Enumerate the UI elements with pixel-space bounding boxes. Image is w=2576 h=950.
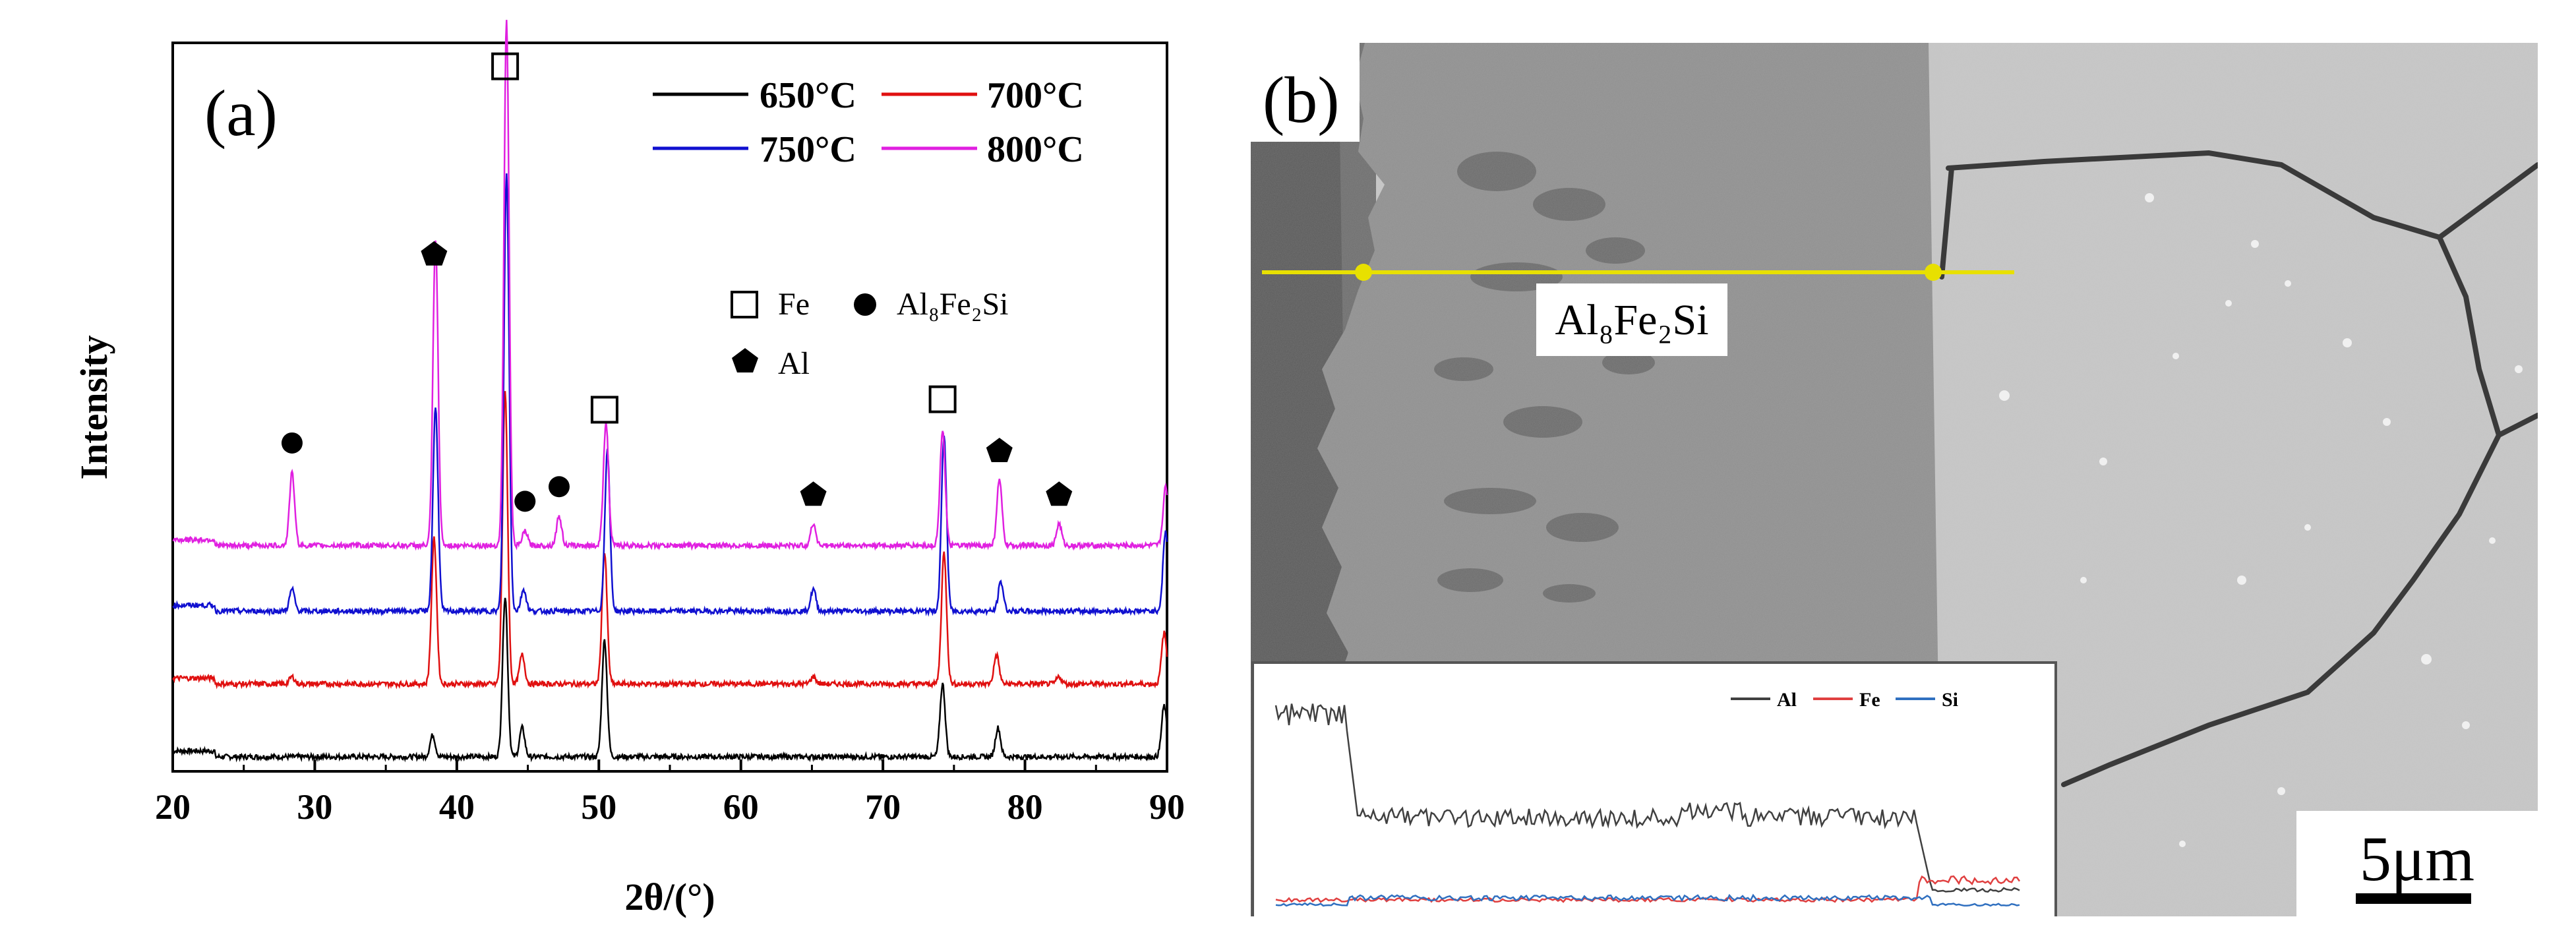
phase-legend-fe: Fe	[778, 287, 810, 322]
fe-peak-marker	[491, 52, 520, 80]
linescan-end-marker	[1925, 264, 1942, 281]
series-line-800	[172, 20, 1168, 551]
al-peak-marker	[986, 438, 1013, 462]
linescan-start-marker	[1355, 264, 1372, 281]
plot-frame	[171, 42, 1168, 773]
phase-label-box	[1536, 283, 1727, 356]
legend-label-650: 650°C	[760, 75, 856, 116]
linescan-legend-fe: Fe	[1859, 689, 1880, 711]
panel-b-label: (b)	[1263, 63, 1340, 136]
fe-peak-marker	[590, 396, 618, 424]
sem-image: Al₈Fe₂Si (b) 5μm Al Fe Si	[1251, 43, 2538, 916]
al8fe2si-peak-marker	[281, 432, 303, 454]
legend-label-750: 750°C	[760, 129, 856, 170]
series-legend: 650°C 700°C 750°C 800°C	[653, 75, 1084, 170]
x-tick-label: 90	[1149, 787, 1185, 827]
al-pentagon-icon	[732, 348, 758, 372]
al8fe2si-dot-icon	[854, 293, 876, 316]
phase-legend-al8fe2si: Al₈Fe₂Si	[897, 287, 1009, 322]
al-profile-line	[1274, 703, 2020, 893]
x-axis-title: 2θ/(°)	[624, 876, 715, 918]
series-line-650	[172, 597, 1168, 763]
al-peak-marker	[1046, 481, 1073, 506]
x-tick-label: 60	[723, 787, 759, 827]
x-tick-label: 40	[439, 787, 475, 827]
phase-legend-al: Al	[778, 346, 810, 381]
legend-label-700: 700°C	[987, 75, 1084, 116]
al-peak-marker	[421, 241, 448, 266]
panel-a-label: (a)	[204, 76, 278, 150]
linescan-legend-si: Si	[1942, 689, 1958, 711]
x-tick-label: 50	[581, 787, 616, 827]
si-profile-line	[1275, 893, 2020, 907]
linescan-inset: Al Fe Si	[1251, 661, 2057, 916]
legend-label-800: 800°C	[987, 129, 1084, 170]
xrd-chart: 20 30 40 50 60 70 80 90 (a) 650°C 700°C 750°C 8…	[73, 20, 1185, 918]
scale-bar	[2356, 893, 2471, 904]
series-line-700	[171, 391, 1168, 690]
x-tick-label: 30	[297, 787, 332, 827]
y-axis-title: Intensity	[73, 335, 115, 479]
fe-peak-marker	[928, 385, 957, 413]
phase-label: Al₈Fe₂Si	[1555, 296, 1708, 344]
al8fe2si-peak-marker	[514, 490, 536, 512]
al8fe2si-peak-marker	[548, 476, 570, 498]
al-peak-marker	[800, 481, 827, 506]
x-tick-label: 80	[1007, 787, 1043, 827]
scale-bar-label: 5μm	[2360, 823, 2474, 894]
fe-square-icon	[731, 291, 758, 318]
x-tick-label: 20	[155, 787, 191, 827]
x-tick-label: 70	[865, 787, 901, 827]
linescan-legend-al: Al	[1777, 689, 1797, 711]
grain-boundaries	[1939, 150, 2538, 787]
phase-legend: Fe Al₈Fe₂Si Al	[731, 287, 1009, 381]
series-line-750	[172, 173, 1168, 617]
